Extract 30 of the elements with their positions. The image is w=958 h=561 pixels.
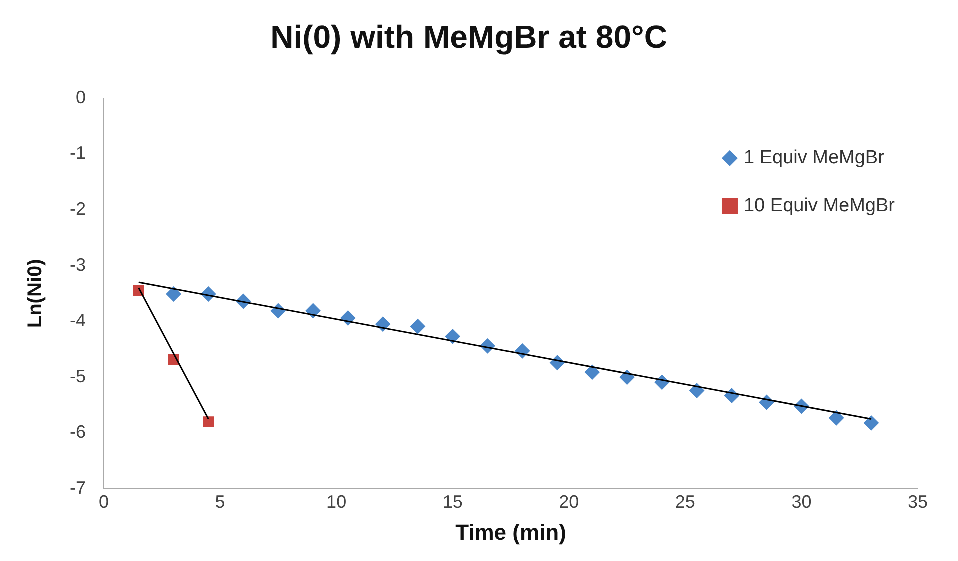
chart-title: Ni(0) with MeMgBr at 80°C: [270, 19, 668, 56]
point: [203, 416, 214, 428]
point: [166, 286, 182, 302]
y-tick-label: -3: [70, 254, 86, 275]
point: [445, 329, 460, 344]
x-tick-label: 10: [326, 492, 347, 512]
y-axis-title: Ln(Ni0): [24, 259, 47, 328]
x-tick-label: 5: [215, 492, 226, 512]
y-tick-label: -5: [70, 366, 86, 386]
x-axis-title: Time (min): [456, 520, 566, 545]
y-tick-label: -6: [70, 422, 86, 442]
y-tick-label: -4: [70, 310, 86, 331]
point: [864, 416, 879, 431]
y-tick-label: 0: [76, 87, 86, 108]
point: [690, 383, 705, 398]
point: [410, 319, 426, 334]
point: [584, 364, 600, 380]
y-tick-label: -7: [70, 478, 86, 498]
x-tick-label: 0: [98, 492, 110, 512]
y-tick-label: -1: [70, 143, 86, 164]
y-tick-label: -2: [70, 198, 86, 219]
x-tick-label: 15: [442, 492, 463, 512]
point: [829, 410, 844, 426]
x-tick-label: 30: [792, 492, 812, 512]
legend-label: 10 Equiv MeMgBr: [744, 196, 896, 217]
x-tick-label: 20: [559, 492, 580, 512]
x-tick-label: 35: [908, 492, 928, 512]
point: [306, 304, 321, 318]
x-tick-label: 25: [675, 492, 696, 512]
legend-label: 1 Equiv MeMgBr: [744, 148, 886, 169]
